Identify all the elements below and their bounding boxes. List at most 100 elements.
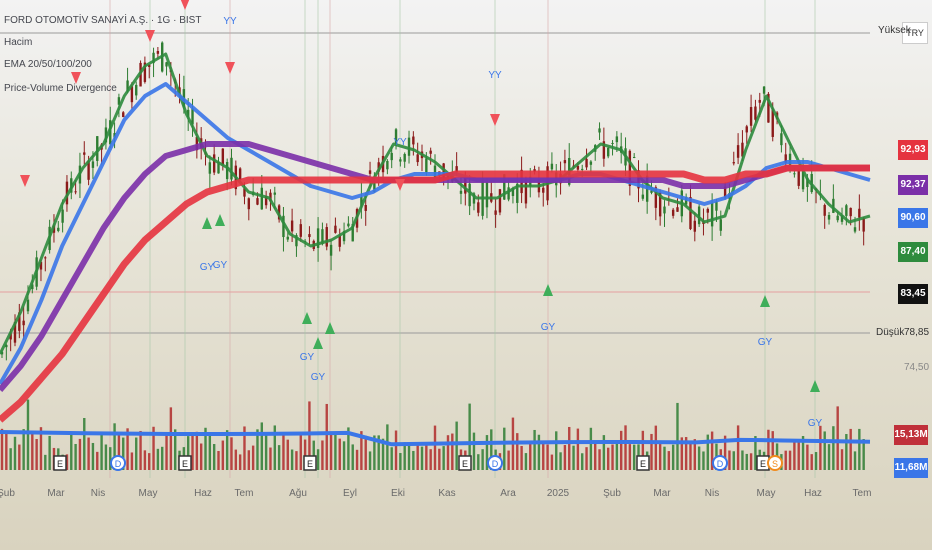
legend-divergence: Price-Volume Divergence bbox=[4, 83, 117, 94]
candle-body bbox=[416, 154, 419, 163]
candle-body bbox=[230, 157, 233, 180]
candle-body bbox=[542, 187, 545, 193]
volume-bar bbox=[143, 450, 147, 470]
candle-body bbox=[9, 333, 12, 340]
buy-signal-marker bbox=[810, 380, 820, 392]
volume-bar bbox=[355, 449, 359, 470]
candle-body bbox=[394, 129, 398, 145]
volume-bar bbox=[342, 441, 346, 470]
candle-body bbox=[269, 192, 272, 202]
candle-body bbox=[238, 168, 242, 181]
candle-body bbox=[503, 174, 506, 200]
volume-bar bbox=[74, 443, 77, 470]
candle-body bbox=[511, 188, 515, 197]
candle-body bbox=[308, 234, 311, 238]
volume-bar bbox=[628, 444, 632, 470]
candle-body bbox=[186, 109, 190, 118]
candle-body bbox=[563, 160, 567, 164]
candle-body bbox=[715, 201, 718, 211]
y-tick-label: 74,50 bbox=[904, 362, 930, 373]
candle-body bbox=[373, 181, 376, 192]
currency-selector[interactable]: TRY bbox=[902, 22, 928, 44]
volume-bar bbox=[26, 399, 30, 470]
volume-bar bbox=[546, 444, 549, 470]
candle-body bbox=[364, 205, 367, 211]
candle-body bbox=[351, 223, 354, 242]
volume-bar bbox=[468, 403, 471, 470]
volume-bar bbox=[858, 428, 861, 470]
volume-bar bbox=[572, 445, 575, 470]
volume-bar bbox=[819, 425, 822, 470]
candle-body bbox=[325, 227, 328, 247]
candle-body bbox=[31, 284, 34, 290]
candle-body bbox=[347, 223, 350, 227]
x-axis-label: 2025 bbox=[546, 488, 570, 499]
volume-bar bbox=[563, 445, 567, 470]
volume-bar bbox=[199, 443, 203, 470]
event-badge-label: E bbox=[760, 459, 766, 469]
x-axis-label: Mar bbox=[653, 488, 671, 499]
candle-body bbox=[607, 147, 610, 157]
volume-bar bbox=[65, 454, 69, 470]
volume-bar bbox=[732, 451, 735, 470]
event-badge-earnings bbox=[636, 455, 650, 471]
volume-bar bbox=[438, 448, 441, 470]
candle-body bbox=[130, 86, 134, 103]
volume-bar bbox=[104, 444, 108, 470]
price-tag: 83,45 bbox=[898, 284, 928, 304]
event-badge-label: E bbox=[640, 459, 646, 469]
event-badge-label: D bbox=[115, 459, 122, 469]
candle-body bbox=[212, 154, 216, 173]
candle-body bbox=[83, 152, 86, 155]
x-axis-label: Tem bbox=[852, 488, 872, 499]
sell-signal-label: YY bbox=[393, 137, 407, 148]
candle-body bbox=[658, 192, 662, 217]
volume-bar bbox=[334, 431, 337, 470]
candle-body bbox=[827, 215, 831, 220]
volume-bar bbox=[594, 442, 597, 470]
candle-body bbox=[806, 178, 809, 188]
event-badge-label: E bbox=[307, 459, 313, 469]
volume-bar bbox=[35, 439, 38, 470]
volume-bar bbox=[477, 454, 480, 470]
volume-bar bbox=[407, 445, 411, 470]
volume-bar bbox=[472, 432, 476, 470]
volume-bar bbox=[425, 442, 428, 470]
price-tag: 11,68M bbox=[894, 458, 928, 478]
volume-bar bbox=[109, 447, 112, 470]
candle-body bbox=[195, 137, 199, 151]
volume-bar bbox=[394, 430, 398, 470]
volume-bar bbox=[602, 435, 606, 470]
volume-bar bbox=[827, 444, 831, 470]
volume-bar bbox=[654, 425, 658, 470]
candle-body bbox=[849, 207, 852, 217]
volume-bar bbox=[148, 453, 151, 470]
candle-body bbox=[628, 150, 632, 186]
buy-signal-label: GY bbox=[808, 418, 823, 429]
volume-bar bbox=[754, 436, 757, 470]
volume-bar bbox=[295, 451, 298, 470]
volume-bar bbox=[741, 450, 744, 470]
candle-body bbox=[399, 159, 402, 162]
candle-body bbox=[247, 198, 251, 210]
volume-bar bbox=[169, 407, 173, 470]
volume-bar bbox=[676, 402, 679, 470]
price-tag: 92,37 bbox=[898, 175, 928, 195]
candle-body bbox=[832, 198, 835, 213]
volume-bar bbox=[667, 451, 671, 470]
volume-bar bbox=[212, 444, 216, 470]
candle-body bbox=[256, 198, 259, 205]
volume-bar bbox=[589, 427, 593, 470]
candle-body bbox=[767, 93, 770, 123]
buy-signal-marker bbox=[543, 284, 553, 296]
volume-bar bbox=[658, 444, 662, 470]
buy-signal-marker bbox=[760, 295, 770, 307]
candle-body bbox=[762, 86, 766, 94]
volume-bar bbox=[360, 431, 363, 470]
candle-body bbox=[39, 261, 43, 270]
volume-bar bbox=[351, 444, 354, 470]
volume-bar bbox=[619, 430, 623, 470]
volume-bar bbox=[693, 439, 696, 470]
candle-body bbox=[425, 158, 428, 173]
